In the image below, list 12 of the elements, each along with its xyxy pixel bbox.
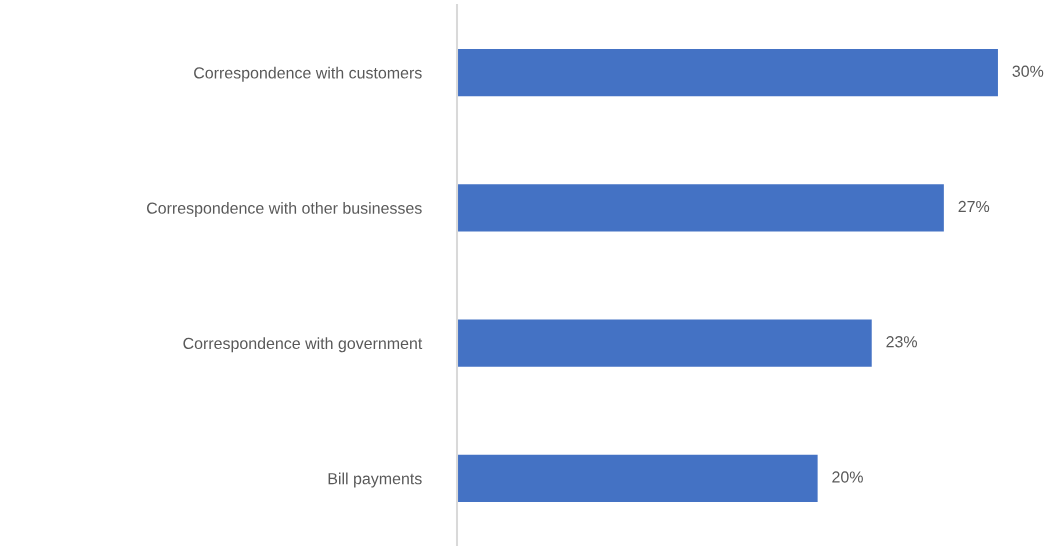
data-label: 30% — [1012, 65, 1044, 77]
data-label: 23% — [886, 336, 918, 348]
bar — [457, 48, 998, 97]
y-tick-label: Correspondence with customers — [194, 66, 422, 82]
y-tick-label: Bill payments — [328, 472, 422, 488]
bar — [457, 454, 818, 503]
bar — [457, 184, 944, 232]
bar — [457, 319, 872, 367]
data-label: 20% — [832, 471, 863, 483]
y-tick-label: Correspondence with government — [183, 337, 423, 353]
data-label: 27% — [958, 200, 990, 213]
y-tick-label: Correspondence with other businesses — [146, 202, 422, 217]
